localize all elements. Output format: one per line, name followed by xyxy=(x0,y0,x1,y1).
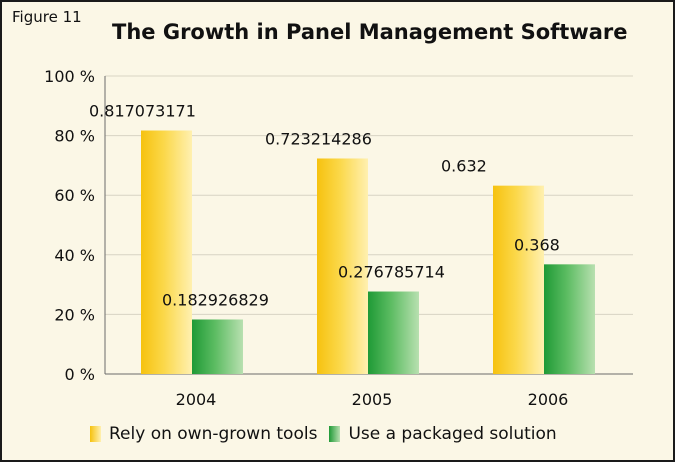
bar-packaged xyxy=(544,264,595,374)
x-tick-label: 2006 xyxy=(528,390,569,409)
x-tick-label: 2005 xyxy=(352,390,393,409)
y-tick-label: 100 % xyxy=(44,67,95,86)
legend-item-own-grown: Rely on own-grown tools xyxy=(90,424,317,444)
bar-own-grown xyxy=(317,158,368,374)
y-tick-label: 40 % xyxy=(54,246,95,265)
bar-own-grown xyxy=(141,130,192,374)
bar-own-grown xyxy=(493,185,544,374)
bar-packaged xyxy=(368,291,419,374)
bar-packaged xyxy=(192,319,243,374)
data-label: 0.276785714 xyxy=(338,263,445,282)
y-tick-label: 0 % xyxy=(65,365,95,384)
x-tick-label: 2004 xyxy=(176,390,217,409)
data-labels: 0.817073171 0.182926829 0.723214286 0.27678… xyxy=(89,102,560,310)
axes: 0 % 20 % 40 % 60 % 80 % 100 % 2004 2005 2006 xyxy=(44,67,633,409)
data-label: 0.632 xyxy=(441,157,487,176)
y-tick-label: 60 % xyxy=(54,186,95,205)
data-label: 0.182926829 xyxy=(162,290,269,309)
data-label: 0.368 xyxy=(514,235,560,254)
bars xyxy=(141,130,595,374)
data-label: 0.817073171 xyxy=(89,102,196,121)
legend-label-own-grown: Rely on own-grown tools xyxy=(109,424,318,444)
legend: Rely on own-grown tools Use a packaged s… xyxy=(90,424,557,444)
y-tick-label: 20 % xyxy=(54,305,95,324)
legend-swatch-yellow xyxy=(90,426,101,442)
chart-title: The Growth in Panel Management Software xyxy=(112,20,628,44)
legend-label-packaged: Use a packaged solution xyxy=(348,424,557,444)
data-label: 0.723214286 xyxy=(265,129,372,148)
figure-label: Figure 11 xyxy=(12,8,82,26)
y-tick-label: 80 % xyxy=(54,127,95,146)
legend-swatch-green xyxy=(329,426,341,442)
legend-item-packaged: Use a packaged solution xyxy=(329,424,557,444)
